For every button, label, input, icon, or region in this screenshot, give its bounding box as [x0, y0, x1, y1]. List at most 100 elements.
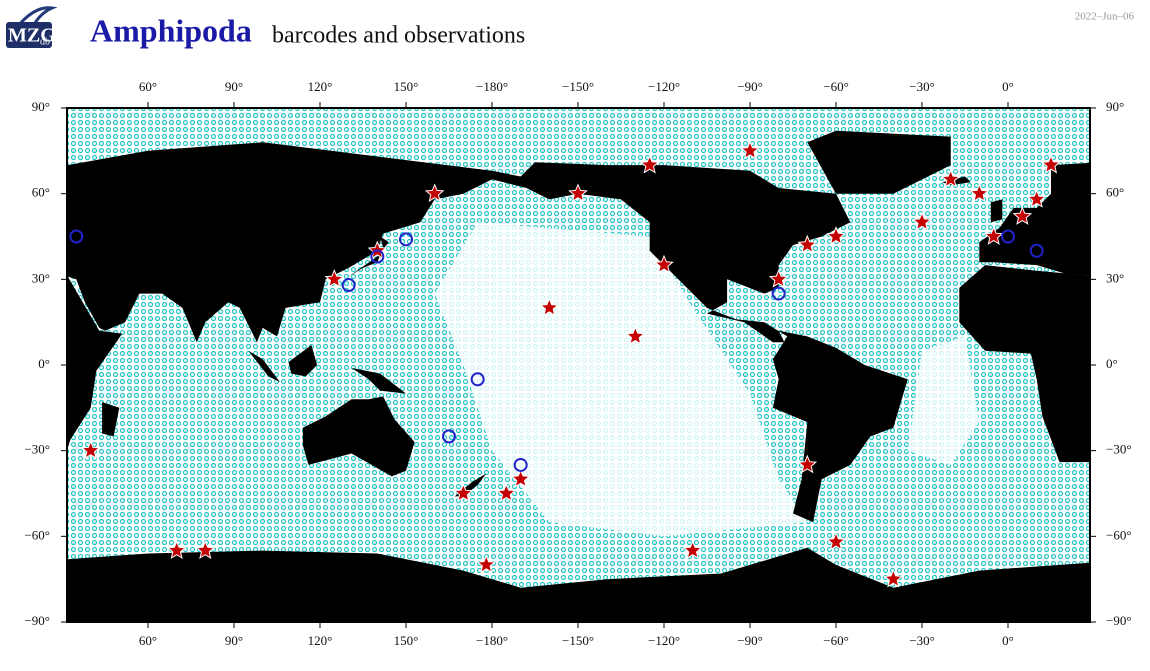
record-star [510, 468, 531, 488]
lat-label-left: 90° [32, 99, 50, 114]
logo: MZG db [6, 6, 58, 48]
logo-text: MZG [8, 25, 56, 47]
barcode-marker [69, 229, 84, 244]
sparse-ocean [907, 336, 980, 465]
record-star [568, 183, 588, 202]
lon-label-bottom: 0° [1002, 633, 1014, 648]
record-star [453, 483, 474, 502]
lat-label-left: 0° [38, 356, 50, 371]
barcode-marker [399, 232, 413, 247]
lon-label-top: 0° [1002, 79, 1014, 94]
record-star [496, 483, 517, 502]
record-star [654, 254, 674, 274]
lon-label-bottom: 120° [308, 633, 333, 648]
record-star [625, 326, 646, 345]
land [351, 367, 406, 394]
land [492, 162, 908, 523]
land [979, 162, 1090, 276]
land [990, 199, 1003, 223]
lon-label-top: −120° [648, 79, 680, 94]
land [288, 345, 318, 377]
lon-label-bottom: −60° [823, 633, 849, 648]
record-star [740, 140, 760, 160]
lat-label-right: −60° [1106, 527, 1132, 542]
lat-label-right: 0° [1106, 356, 1118, 371]
record-star [940, 169, 961, 188]
land [348, 236, 389, 277]
subtitle: barcodes and observations [272, 23, 525, 49]
lon-label-bottom: −30° [909, 633, 935, 648]
barcode-marker [442, 429, 456, 444]
record-star [797, 234, 818, 254]
lon-label-bottom: 150° [394, 633, 419, 648]
record-star [539, 297, 560, 317]
record-star [797, 454, 818, 474]
lat-label-right: −90° [1106, 613, 1132, 628]
land [807, 130, 951, 194]
barcode-marker [370, 249, 385, 264]
record-star [983, 226, 1004, 245]
land [67, 142, 492, 343]
land [102, 402, 120, 437]
lon-label-top: 150° [394, 79, 419, 94]
map-area [67, 108, 1090, 622]
barcode-marker [341, 278, 356, 293]
lon-label-bottom: −90° [737, 633, 763, 648]
land [959, 265, 1090, 463]
lon-label-top: 120° [308, 79, 333, 94]
barcode-marker [1029, 243, 1044, 258]
land [248, 350, 280, 383]
land [67, 276, 123, 448]
record-star [80, 440, 101, 459]
record-star [324, 268, 345, 288]
lat-label-left: 60° [32, 185, 50, 200]
barcode-marker [1001, 229, 1015, 244]
lat-label-left: −90° [24, 613, 50, 628]
lat-label-left: −60° [24, 527, 50, 542]
date: 2022–Jun–06 [1075, 11, 1135, 23]
lat-label-right: 90° [1106, 99, 1124, 114]
lat-label-left: 30° [32, 270, 50, 285]
sparse-ocean [434, 222, 808, 537]
lon-label-top: 60° [139, 79, 157, 94]
record-star [424, 183, 445, 202]
record-star [1012, 206, 1033, 225]
lon-label-top: −90° [737, 79, 763, 94]
record-star [768, 268, 789, 288]
lon-label-top: 90° [225, 79, 243, 94]
lat-label-right: −30° [1106, 442, 1132, 457]
record-star [166, 540, 187, 559]
lat-label-right: 30° [1106, 270, 1124, 285]
record-star [969, 183, 990, 202]
land [302, 396, 415, 477]
record-star [195, 540, 216, 559]
lon-label-bottom: −120° [648, 633, 680, 648]
lon-label-bottom: −180° [476, 633, 508, 648]
barcode-marker [470, 372, 485, 387]
record-star [826, 531, 846, 551]
land [67, 547, 1090, 622]
record-star [476, 554, 497, 574]
record-star [1041, 154, 1061, 174]
lon-label-bottom: −150° [562, 633, 594, 648]
lon-label-top: −150° [562, 79, 594, 94]
record-star [639, 154, 660, 174]
record-star [1026, 189, 1047, 208]
lon-label-top: −180° [476, 79, 508, 94]
barcode-marker [513, 457, 528, 472]
lon-label-bottom: 60° [139, 633, 157, 648]
lat-label-left: −30° [24, 442, 50, 457]
lon-label-top: −60° [823, 79, 849, 94]
lat-label-right: 60° [1106, 185, 1124, 200]
record-star [883, 568, 904, 588]
logo-suffix: db [40, 36, 50, 47]
record-star [826, 226, 846, 245]
record-star [912, 211, 932, 231]
lon-label-bottom: 90° [225, 633, 243, 648]
lon-label-top: −30° [909, 79, 935, 94]
barcode-marker [771, 286, 786, 301]
record-star [682, 540, 703, 559]
title: Amphipoda [90, 12, 252, 48]
